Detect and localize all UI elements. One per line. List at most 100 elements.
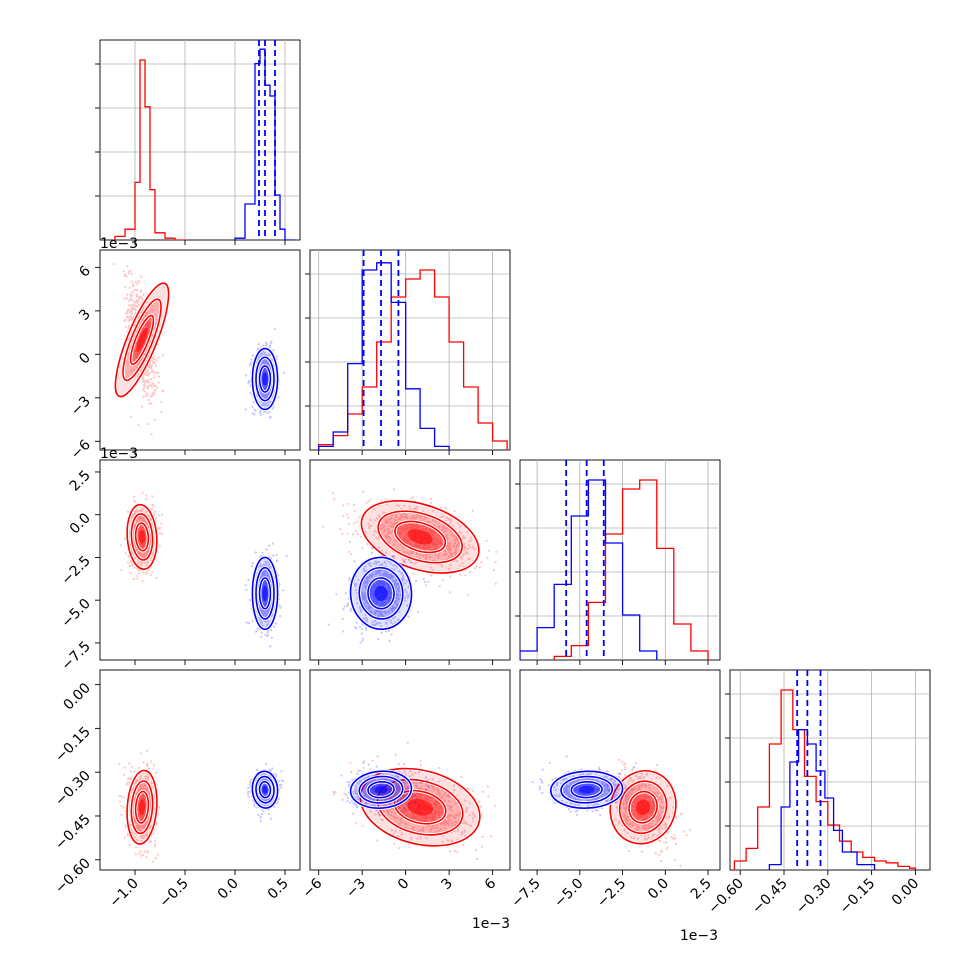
x-tick-label: −0.60 <box>705 876 747 918</box>
y-tick-label: 3 <box>76 306 94 324</box>
ticks <box>95 471 286 665</box>
contour <box>258 781 272 799</box>
offset-text: 1e−3 <box>680 928 718 944</box>
contour <box>251 347 279 411</box>
panel-p2-p0 <box>95 459 301 665</box>
contour <box>251 770 279 809</box>
x-tick-label: −0.30 <box>793 876 835 918</box>
x-tick-label: −6 <box>300 875 326 901</box>
histogram-red <box>733 689 917 870</box>
contour <box>129 314 155 365</box>
x-tick-label: −0.5 <box>156 876 191 911</box>
x-tick-label: 0.0 <box>215 876 242 903</box>
panel-p3-p1 <box>309 669 511 875</box>
y-tick-label: −0.45 <box>52 812 94 854</box>
x-tick-label: 0.5 <box>265 876 292 903</box>
y-tick-label: 6 <box>76 263 94 281</box>
panel-p1-p1 <box>305 249 511 455</box>
contour <box>560 775 614 804</box>
ticks <box>95 684 286 875</box>
density-fill <box>374 785 388 794</box>
y-tick-label: 2.5 <box>67 467 94 494</box>
histogram-red <box>114 59 185 240</box>
ticks <box>318 870 494 875</box>
contour <box>126 503 158 570</box>
y-tick-label: −3 <box>68 393 94 419</box>
contour <box>349 556 413 631</box>
contour <box>126 769 158 845</box>
panel-p2-p1 <box>309 459 511 665</box>
density-fill <box>136 327 148 353</box>
ticks <box>318 660 494 665</box>
histogram-blue <box>768 728 876 870</box>
panel-frame <box>519 459 721 661</box>
contour <box>549 770 624 809</box>
density-fill <box>374 585 388 602</box>
contour <box>122 298 162 382</box>
y-tick-label: 0 <box>76 350 94 368</box>
y-tick-label: −0.30 <box>52 768 94 810</box>
histogram-red <box>553 479 709 660</box>
x-tick-label: −0.45 <box>749 876 791 918</box>
contour <box>258 365 272 393</box>
contour <box>255 775 275 804</box>
x-tick-label: −1.0 <box>106 876 141 911</box>
contour <box>134 522 150 552</box>
y-tick-label: −0.15 <box>52 724 94 766</box>
contour <box>251 556 279 631</box>
histogram-blue <box>318 262 450 450</box>
panel-p3-p0 <box>95 669 301 875</box>
offset-text: 1e−3 <box>472 916 510 932</box>
ticks <box>725 693 916 875</box>
density-fill <box>262 372 268 386</box>
panel-frame <box>99 39 301 241</box>
contour <box>134 790 150 824</box>
x-tick-label: 3 <box>438 876 456 894</box>
density-fill <box>138 799 146 816</box>
contour <box>570 781 603 799</box>
density-fill <box>578 785 595 794</box>
ticks <box>305 273 494 455</box>
ticks <box>515 483 709 665</box>
x-tick-label: −0.15 <box>837 876 879 918</box>
contour <box>130 513 154 561</box>
density-fill <box>138 530 146 544</box>
contour <box>255 356 275 402</box>
density-fill <box>407 529 433 545</box>
density-fill <box>636 799 651 816</box>
ticks <box>95 63 286 245</box>
contour <box>360 500 480 574</box>
contour <box>618 780 668 835</box>
y-tick-label: −6 <box>68 437 94 463</box>
panel-p3-p3 <box>725 669 931 875</box>
y-tick-label: −0.60 <box>52 855 94 897</box>
ticks <box>95 266 286 455</box>
panel-frame <box>729 669 931 871</box>
contour <box>609 770 677 845</box>
contour <box>367 577 395 610</box>
density-fill <box>262 585 268 602</box>
x-tick-label: −5.0 <box>551 876 586 911</box>
panel-frame <box>519 669 721 871</box>
offset-text: 1e−3 <box>100 446 138 462</box>
x-tick-label: −2.5 <box>594 876 629 911</box>
contour <box>114 282 170 398</box>
histogram-blue <box>520 479 658 660</box>
offset-text: 1e−3 <box>100 236 138 252</box>
y-tick-label: −5.0 <box>58 596 93 631</box>
contour <box>358 566 404 620</box>
x-tick-label: 0 <box>395 876 413 894</box>
panel-p1-p0 <box>95 249 301 455</box>
panel-p2-p2 <box>515 459 721 665</box>
panel-p0-p0 <box>95 39 301 245</box>
x-tick-label: 0.0 <box>645 876 672 903</box>
x-tick-label: 2.5 <box>688 876 715 903</box>
contour <box>258 577 272 610</box>
contour <box>358 775 404 804</box>
contour <box>628 790 658 824</box>
contour <box>130 780 154 835</box>
ticks <box>536 870 709 875</box>
y-tick-label: −2.5 <box>58 553 93 588</box>
x-tick-label: 6 <box>482 875 500 893</box>
